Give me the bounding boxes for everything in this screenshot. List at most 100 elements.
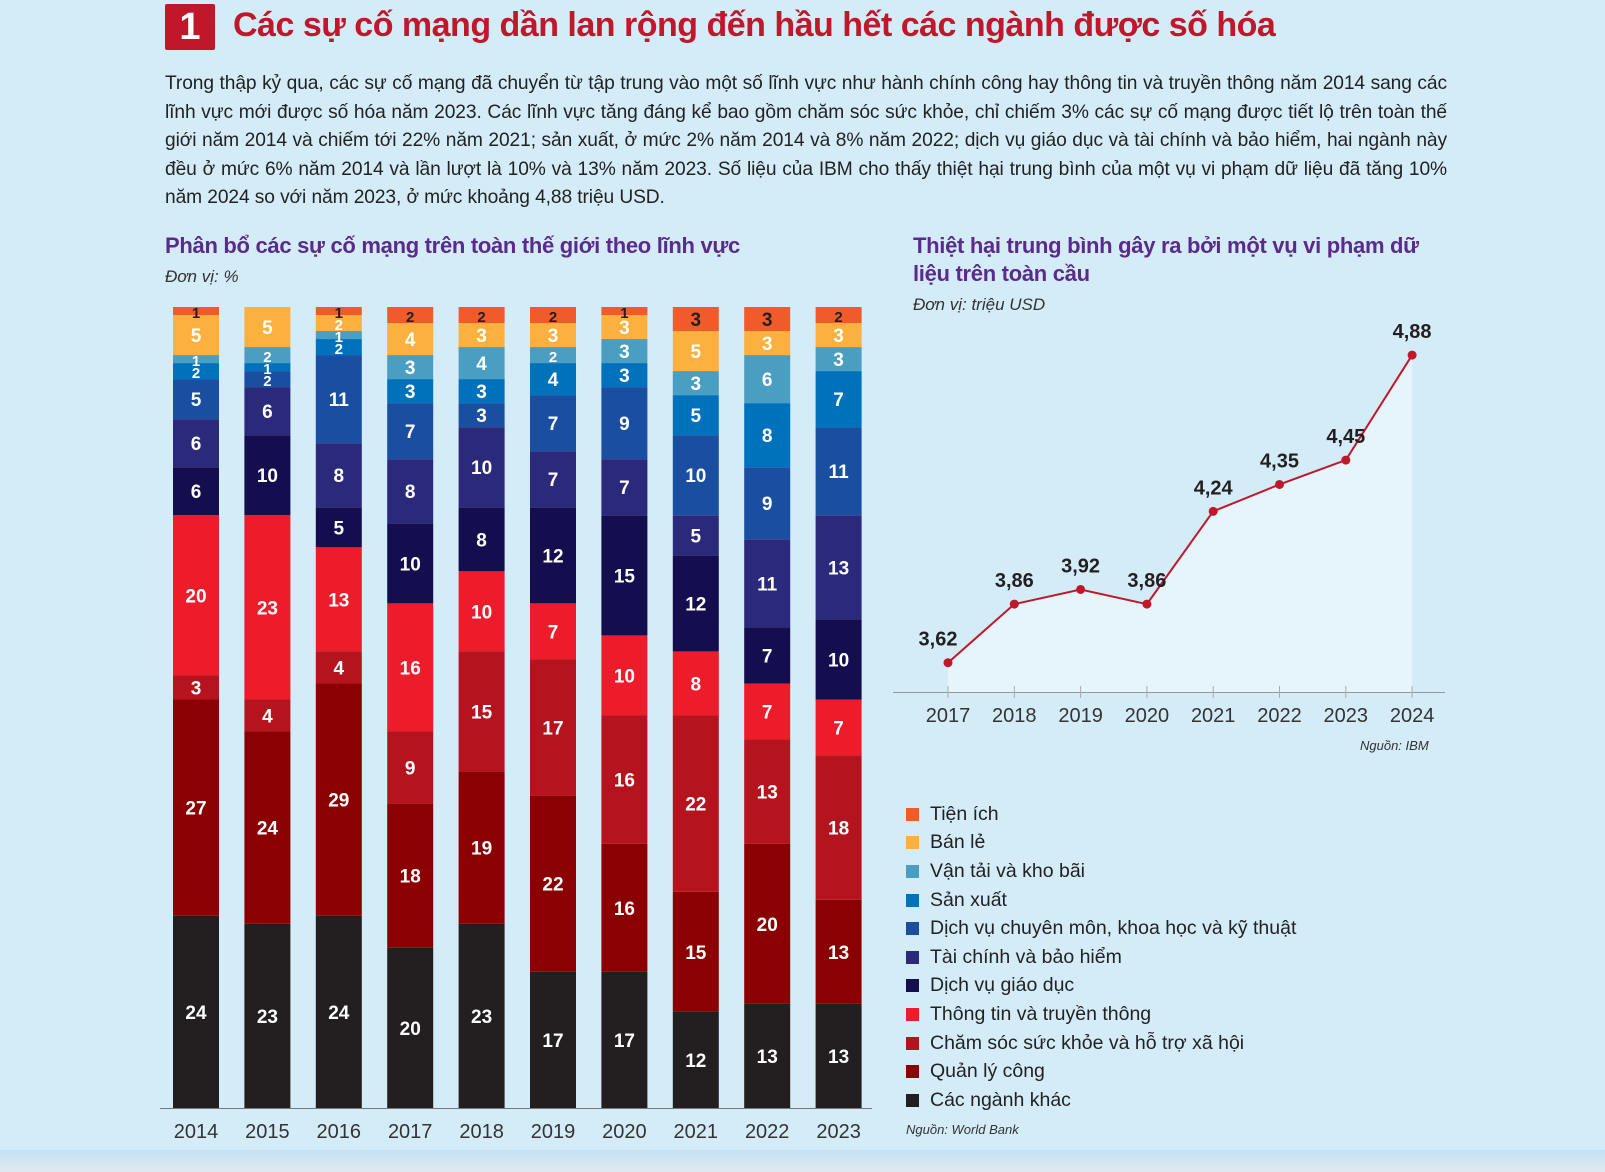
bar-segment (744, 843, 791, 1004)
line-point (1142, 599, 1152, 609)
line-series (947, 354, 1413, 664)
bar-segment (672, 1011, 719, 1108)
bar-value-label: 19 (471, 839, 492, 860)
x-tick-label: 2024 (1390, 705, 1435, 727)
bar-value-label: 10 (614, 666, 635, 687)
intro-paragraph: Trong thập kỷ qua, các sự cố mạng đã chu… (165, 73, 1447, 208)
bar-value-label: 5 (191, 326, 202, 347)
bar-segment (315, 355, 362, 444)
bar-value-label: 9 (405, 759, 416, 780)
bar-segment (458, 507, 505, 572)
bar-value-label: 6 (191, 482, 202, 503)
bar-segment (387, 379, 434, 404)
line-area (948, 355, 1413, 692)
bar-segment (815, 619, 862, 700)
bar-value-label: 10 (471, 458, 492, 479)
bar-segment (315, 915, 362, 1108)
bar-segment (672, 555, 719, 652)
bar-segment (744, 467, 791, 540)
bar-segment (387, 403, 434, 460)
line-value-label: 4,45 (1326, 426, 1365, 448)
bar-value-label: 2 (406, 309, 414, 326)
legend-swatch (906, 922, 919, 936)
bar-value-label: 20 (185, 586, 206, 607)
legend-item: Vận tải và kho bãi (906, 857, 1296, 886)
bar-segment (530, 307, 576, 324)
legend-swatch (906, 979, 919, 993)
bar-segment (458, 379, 505, 404)
bar-value-label: 3 (619, 342, 630, 363)
bar-value-label: 4 (334, 658, 345, 679)
bar-value-label: 22 (542, 875, 563, 896)
x-tick-label: 2014 (174, 1121, 219, 1143)
bar-segment (601, 843, 648, 972)
bar-value-label: 8 (762, 426, 773, 447)
bar-value-label: 3 (548, 326, 559, 347)
legend-item: Các ngành khác (906, 1086, 1296, 1115)
bar-segment (744, 627, 791, 684)
bar-value-label: 3 (691, 310, 702, 331)
bar-segment (315, 307, 362, 316)
bar-value-label: 2 (549, 309, 557, 326)
bar-value-label: 1 (335, 305, 343, 322)
bar-segment (244, 371, 291, 388)
bar-value-label: 2 (263, 373, 271, 390)
bar-segment (601, 339, 648, 364)
x-tick-label: 2021 (674, 1121, 719, 1143)
line-point (943, 658, 953, 668)
line-value-label: 3,86 (1127, 570, 1166, 592)
bar-value-label: 1 (192, 353, 200, 370)
bar-segment (815, 1003, 862, 1108)
bar-segment (458, 403, 505, 428)
bar-value-label: 11 (829, 462, 850, 483)
bar-segment (815, 323, 862, 348)
bar-value-label: 20 (400, 1019, 421, 1040)
bar-segment (244, 731, 291, 924)
x-tick-label: 2022 (745, 1121, 790, 1143)
bar-segment (315, 651, 362, 684)
bar-segment (744, 539, 791, 628)
legend-label: Thông tin và truyền thông (930, 1002, 1152, 1025)
legend-item: Thông tin và truyền thông (906, 1000, 1296, 1029)
bar-segment (173, 675, 219, 700)
bar-segment (530, 659, 576, 796)
line-chart-title: Thiệt hại trung bình gây ra bởi một vụ v… (913, 233, 1419, 286)
x-tick-label: 2019 (531, 1121, 576, 1143)
bar-segment (744, 355, 791, 404)
legend-item: Chăm sóc sức khỏe và hỗ trợ xã hội (906, 1029, 1296, 1058)
bar-segment (530, 507, 576, 604)
bar-segment (530, 323, 576, 348)
bar-value-label: 9 (619, 414, 630, 435)
legend-item: Dịch vụ giáo dục (906, 972, 1296, 1001)
bar-segment (173, 419, 219, 468)
bar-value-label: 23 (471, 1007, 492, 1028)
line-point (1407, 350, 1417, 360)
line-value-label: 3,92 (1061, 555, 1100, 577)
bar-value-label: 7 (405, 422, 416, 443)
bar-value-label: 16 (400, 658, 421, 679)
bar-value-label: 4 (476, 354, 487, 375)
bar-value-label: 1 (192, 305, 200, 322)
x-tick-label: 2016 (317, 1121, 362, 1143)
line-chart: 2017 2018 2019 2020 2021 2022 2023 2024 3,62 3,86… (893, 321, 1445, 727)
legend-item: Quản lý công (906, 1057, 1296, 1086)
legend-label: Dịch vụ giáo dục (930, 974, 1075, 997)
bar-value-label: 3 (619, 318, 630, 339)
section-number-badge: 1 (165, 4, 215, 50)
x-tick-label: 2021 (1191, 705, 1236, 727)
bar-value-label: 6 (762, 370, 773, 391)
bar-segment (815, 347, 862, 372)
bar-value-label: 3 (476, 326, 487, 347)
bar-value-label: 7 (762, 703, 773, 724)
bar-value-label: 2 (549, 349, 557, 366)
bar-segment (601, 315, 648, 340)
bar-segment (315, 339, 362, 356)
bar-value-label: 3 (762, 310, 773, 331)
bar-segment (601, 971, 648, 1108)
x-tick-label: 2023 (816, 1121, 861, 1143)
legend-label: Vận tải và kho bãi (930, 859, 1086, 882)
bar-value-label: 3 (833, 350, 844, 371)
bar-segment (601, 515, 648, 636)
bar-segment (244, 515, 291, 700)
legend-label: Chăm sóc sức khỏe và hỗ trợ xã hội (930, 1031, 1245, 1054)
